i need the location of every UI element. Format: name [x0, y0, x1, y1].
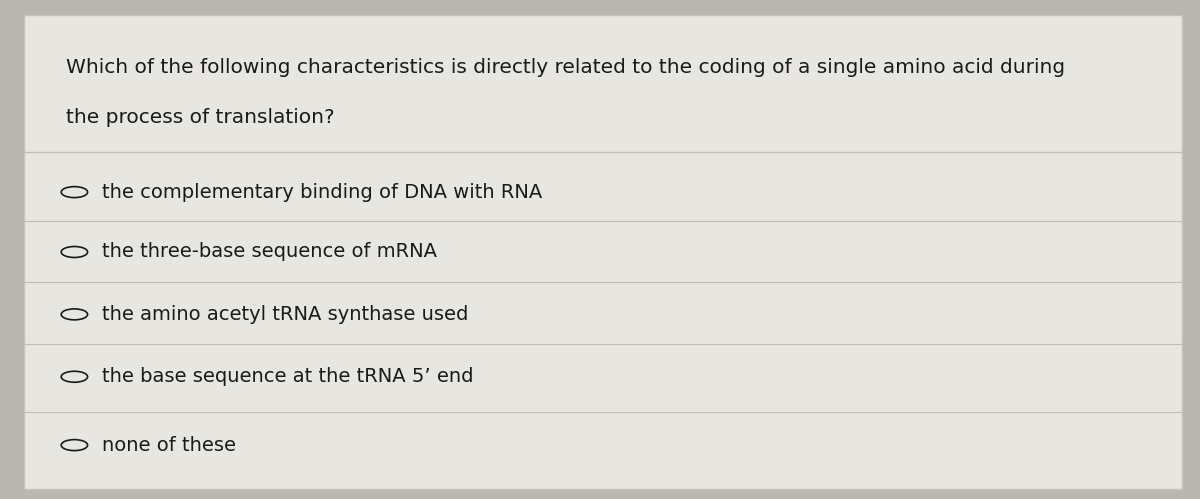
- Text: the base sequence at the tRNA 5’ end: the base sequence at the tRNA 5’ end: [102, 367, 474, 386]
- Text: the process of translation?: the process of translation?: [66, 108, 335, 127]
- Text: the complementary binding of DNA with RNA: the complementary binding of DNA with RN…: [102, 183, 542, 202]
- Text: Which of the following characteristics is directly related to the coding of a si: Which of the following characteristics i…: [66, 58, 1066, 77]
- Text: none of these: none of these: [102, 436, 236, 455]
- FancyBboxPatch shape: [24, 15, 1182, 489]
- Text: the amino acetyl tRNA synthase used: the amino acetyl tRNA synthase used: [102, 305, 468, 324]
- Text: the three-base sequence of mRNA: the three-base sequence of mRNA: [102, 243, 437, 261]
